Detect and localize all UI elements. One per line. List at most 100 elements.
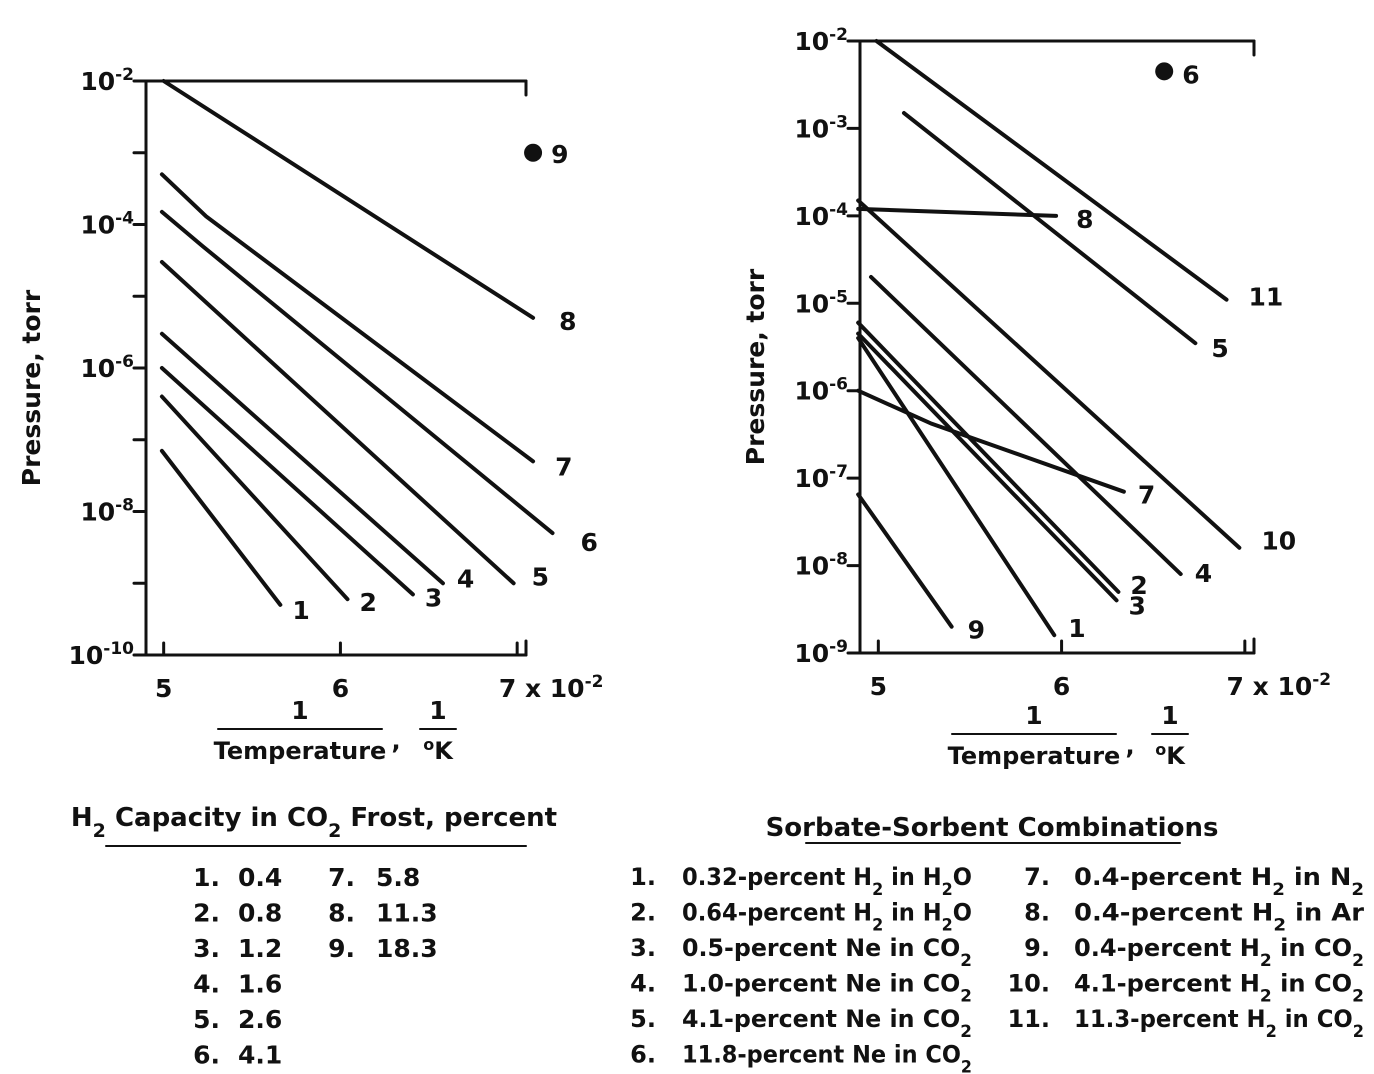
x-tick-label-0: 5 (870, 672, 887, 701)
legend-left-item-7-number: 7. (328, 863, 355, 892)
series-3-line (856, 331, 1119, 603)
series-7-line (856, 388, 1126, 494)
legend-right-item-5-number: 5. (630, 1005, 656, 1033)
legend-left-item-9-value: 18.3 (376, 934, 438, 963)
x-tick-label-1: 6 (1053, 672, 1070, 701)
legend-left-item-9-number: 9. (328, 934, 355, 963)
legend-left-item-4-number: 4. (193, 970, 220, 999)
legend-left-item-4-value: 1.6 (238, 970, 282, 999)
legend-right-item-3-text: 0.5-percent Ne in CO2 (682, 934, 972, 971)
series-10-line (856, 198, 1242, 550)
y-tick-label-4: 10-10 (68, 639, 134, 670)
legend-right: Sorbate-Sorbent Combinations 1. 0.32-perce… (630, 813, 1364, 1074)
series-4-label: 4 (457, 564, 474, 593)
legend-left-item-5-value: 2.6 (238, 1005, 282, 1034)
series-4-line (868, 274, 1183, 577)
series-9-line (856, 492, 954, 629)
series-4-label: 4 (1195, 559, 1212, 588)
y-tick-label-1: 10-3 (794, 112, 848, 143)
legend-right-item-4-number: 4. (630, 970, 656, 998)
x-axis-label-denominator: Temperature (948, 742, 1121, 770)
legend-right-item-5-text: 4.1-percent Ne in CO2 (682, 1005, 972, 1042)
y-tick-label-4: 10-6 (794, 375, 848, 406)
series-6-label: 6 (1182, 60, 1199, 89)
legend-right-item-2-text: 0.64-percent H2 in H2O (682, 899, 972, 936)
series-8-label: 8 (1076, 205, 1093, 234)
series-7-line (159, 172, 536, 464)
legend-right-item-2-number: 2. (630, 899, 656, 927)
series-2-label: 2 (359, 588, 376, 617)
legend-right-item-11-number: 11. (1007, 1005, 1050, 1033)
series-1-label: 1 (292, 596, 309, 625)
x-tick-label-2: 7 x 10-2 (1227, 670, 1332, 701)
y-tick-label-2: 10-6 (80, 352, 134, 383)
x-axis-label-numerator: 1 (291, 696, 308, 725)
series-3-label: 3 (1129, 591, 1146, 620)
legend-left-item-2-number: 2. (193, 899, 220, 928)
x-axis-unit-numerator: 1 (429, 696, 446, 725)
x-axis-unit-denominator: oK (1155, 740, 1186, 771)
x-axis-label-denominator: Temperature (214, 737, 387, 765)
x-tick-label-2: 7 x 10-2 (499, 672, 604, 703)
series-6-line (159, 209, 555, 536)
legend-right-item-7-number: 7. (1024, 863, 1050, 891)
legend-left: H2 Capacity in CO2 Frost, percent 1. 0.4 2.… (71, 803, 557, 1070)
x-axis-label-comma: , (1125, 732, 1134, 760)
series-11-line (874, 39, 1229, 302)
legend-left-item-8-value: 11.3 (376, 899, 438, 928)
legend-left-item-3-value: 1.2 (238, 934, 282, 963)
x-tick-label-1: 6 (332, 674, 349, 703)
y-tick-label-3: 10-5 (794, 287, 848, 318)
series-5-label: 5 (532, 562, 549, 591)
legend-left-item-1-value: 0.4 (238, 863, 282, 892)
y-axis-label: Pressure, torr (741, 268, 770, 465)
legend-left-item-2-value: 0.8 (238, 899, 282, 928)
legend-left-title: H2 Capacity in CO2 Frost, percent (71, 803, 557, 842)
series-1-line (856, 336, 1057, 638)
y-tick-label-3: 10-8 (80, 496, 134, 527)
legend-right-item-9-number: 9. (1024, 934, 1050, 962)
series-1-label: 1 (1068, 614, 1085, 643)
series-9-label: 9 (968, 616, 985, 645)
x-axis-unit-denominator: oK (423, 735, 454, 766)
legend-right-item-11-text: 11.3-percent H2 in CO2 (1074, 1005, 1364, 1042)
x-axis-label-numerator: 1 (1025, 701, 1042, 730)
y-tick-label-5: 10-7 (794, 462, 848, 493)
y-tick-label-1: 10-4 (80, 209, 134, 240)
chart-left-hydrogen-capacity: 10-2 10-4 10-6 10-8 10-10 5 6 7 x 10-2 Pressure,… (17, 65, 603, 765)
series-6-label: 6 (581, 528, 598, 557)
legend-right-item-6-number: 6. (630, 1041, 656, 1069)
y-tick-label-7: 10-9 (794, 637, 848, 668)
x-tick-label-0: 5 (155, 674, 172, 703)
legend-right-item-3-number: 3. (630, 934, 656, 962)
series-4-line (159, 331, 445, 586)
legend-right-item-10-number: 10. (1007, 970, 1050, 998)
series-7-label: 7 (555, 452, 572, 481)
legend-right-item-1-text: 0.32-percent H2 in H2O (682, 863, 972, 900)
x-axis-unit-numerator: 1 (1161, 701, 1178, 730)
series-5-line (159, 260, 516, 586)
legend-right-item-8-number: 8. (1024, 899, 1050, 927)
legend-left-item-5-number: 5. (193, 1005, 220, 1034)
series-1-line (159, 448, 283, 607)
legend-left-item-3-number: 3. (193, 934, 220, 963)
legend-right-item-10-text: 4.1-percent H2 in CO2 (1074, 970, 1364, 1007)
legend-left-item-6-number: 6. (193, 1041, 220, 1070)
legend-left-item-8-number: 8. (328, 899, 355, 928)
series-6-point (1155, 62, 1174, 81)
chart-right-sorbate-sorbent: 10-2 10-3 10-4 10-5 10-6 10-7 10-8 10-9 5 6 7 x 10… (741, 25, 1331, 770)
legend-right-item-1-number: 1. (630, 863, 656, 891)
series-9-label: 9 (551, 140, 568, 169)
series-5-line (901, 111, 1198, 346)
series-8-line (856, 206, 1059, 218)
series-11-label: 11 (1249, 283, 1284, 312)
series-7-label: 7 (1138, 481, 1155, 510)
y-tick-label-0: 10-2 (80, 65, 134, 96)
y-tick-label-6: 10-8 (794, 550, 848, 581)
x-axis-label-comma: , (391, 727, 400, 755)
legend-left-item-1-number: 1. (193, 863, 220, 892)
legend-right-item-9-text: 0.4-percent H2 in CO2 (1074, 934, 1364, 971)
